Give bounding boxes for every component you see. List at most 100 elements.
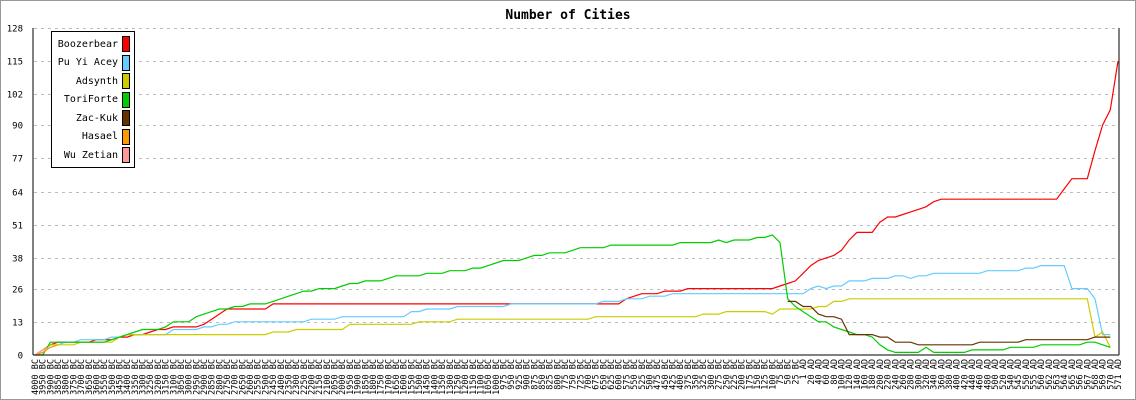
legend-swatch — [122, 110, 130, 127]
x-tick-label: 571 AD — [1114, 359, 1124, 390]
x-tick-label: 2150 BC — [315, 359, 325, 395]
x-tick-label: 2350 BC — [284, 359, 294, 395]
x-tick-label: 1900 BC — [354, 359, 364, 395]
x-tick-label: 375 BC — [684, 359, 694, 390]
y-tick-label: 77 — [12, 155, 23, 165]
x-tick-label: 1950 BC — [346, 359, 356, 395]
x-tick-label: 225 BC — [730, 359, 740, 390]
legend-label: Pu Yi Acey — [57, 57, 118, 69]
x-tick-label: 2200 BC — [308, 359, 318, 395]
x-tick-label: 325 BC — [699, 359, 709, 390]
x-tick-label: 160 AD — [861, 359, 871, 390]
x-tick-label: 250 BC — [722, 359, 732, 390]
x-tick-label: 545 AD — [1014, 359, 1024, 390]
series-line-pu-yi-acey — [34, 265, 1111, 356]
x-tick-label: 300 AD — [914, 359, 924, 390]
series-line-hasael — [34, 344, 59, 356]
x-tick-label: 200 AD — [876, 359, 886, 390]
chart-title: Number of Cities — [505, 8, 630, 23]
x-tick-label: 525 BC — [638, 359, 648, 390]
x-tick-label: 3750 BC — [69, 359, 79, 395]
y-tick-label: 0 — [18, 352, 23, 362]
x-tick-label: 850 BC — [538, 359, 548, 390]
x-tick-label: 875 BC — [530, 359, 540, 390]
x-tick-label: 575 BC — [622, 359, 632, 390]
x-tick-label: 2600 BC — [246, 359, 256, 395]
x-tick-label: 3300 BC — [139, 359, 149, 395]
x-tick-label: 560 AD — [1037, 359, 1047, 390]
y-axis-ticks: 0 13 26 38 51 64 77 90 102 115 128 — [7, 25, 23, 362]
legend-swatch — [122, 73, 130, 90]
x-tick-label: 2950 BC — [192, 359, 202, 395]
legend-swatch — [122, 91, 130, 108]
y-tick-label: 64 — [12, 189, 23, 199]
y-tick-label: 90 — [12, 122, 23, 132]
legend-swatch — [122, 128, 130, 145]
x-tick-label: 3850 BC — [54, 359, 64, 395]
x-tick-label: 725 BC — [576, 359, 586, 390]
x-tick-label: 567 AD — [1083, 359, 1093, 390]
series-lines — [34, 61, 1119, 356]
x-tick-label: 2700 BC — [231, 359, 241, 395]
y-tick-label: 13 — [12, 319, 23, 329]
x-tick-label: 3800 BC — [62, 359, 72, 395]
x-tick-label: 900 BC — [523, 359, 533, 390]
x-tick-label: 50 BC — [784, 359, 794, 385]
x-tick-label: 120 AD — [845, 359, 855, 390]
x-tick-label: 2400 BC — [277, 359, 287, 395]
x-tick-label: 1500 BC — [415, 359, 425, 395]
x-tick-label: 360 AD — [937, 359, 947, 390]
x-tick-label: 675 BC — [592, 359, 602, 390]
series-line-boozerbear — [34, 61, 1119, 356]
legend-item: Wu Zetian — [52, 146, 134, 165]
x-tick-label: 1 AD — [799, 359, 809, 379]
legend-item: ToriForte — [52, 91, 134, 110]
x-tick-label: 625 BC — [607, 359, 617, 390]
legend-swatch — [122, 147, 130, 164]
x-tick-label: 1750 BC — [377, 359, 387, 395]
y-tick-label: 102 — [7, 91, 23, 101]
x-tick-label: 555 AD — [1030, 359, 1040, 390]
legend-item: Zac-Kuk — [52, 109, 134, 128]
x-tick-label: 300 BC — [707, 359, 717, 390]
x-tick-label: 570 AD — [1106, 359, 1116, 390]
x-tick-label: 1450 BC — [423, 359, 433, 395]
x-tick-label: 975 BC — [500, 359, 510, 390]
legend-item: Adsynth — [52, 72, 134, 91]
x-tick-label: 2050 BC — [331, 359, 341, 395]
x-tick-label: 1800 BC — [369, 359, 379, 395]
x-tick-label: 3450 BC — [115, 359, 125, 395]
legend-label: Hasael — [81, 131, 118, 143]
x-tick-label: 100 AD — [837, 359, 847, 390]
x-tick-label: 564 AD — [1060, 359, 1070, 390]
x-tick-label: 1200 BC — [461, 359, 471, 395]
legend-item: Hasael — [52, 128, 134, 147]
series-line-wu-zetian — [34, 346, 51, 356]
x-tick-label: 240 AD — [891, 359, 901, 390]
x-tick-label: 350 BC — [692, 359, 702, 390]
y-tick-label: 128 — [7, 25, 23, 35]
x-tick-label: 3100 BC — [169, 359, 179, 395]
x-tick-label: 3350 BC — [131, 359, 141, 395]
x-tick-label: 566 AD — [1076, 359, 1086, 390]
x-tick-label: 1700 BC — [384, 359, 394, 395]
x-tick-label: 568 AD — [1091, 359, 1101, 390]
x-tick-label: 925 BC — [515, 359, 525, 390]
x-tick-label: 950 BC — [507, 359, 517, 390]
x-tick-label: 750 BC — [569, 359, 579, 390]
x-tick-label: 3000 BC — [185, 359, 195, 395]
x-tick-label: 2250 BC — [300, 359, 310, 395]
x-tick-label: 3400 BC — [123, 359, 133, 395]
x-tick-label: 700 BC — [584, 359, 594, 390]
x-tick-label: 2500 BC — [261, 359, 271, 395]
x-tick-label: 800 BC — [553, 359, 563, 390]
gridlines — [34, 28, 1118, 323]
x-tick-label: 260 AD — [899, 359, 909, 390]
x-tick-label: 3050 BC — [177, 359, 187, 395]
x-tick-label: 540 AD — [1006, 359, 1016, 390]
legend-label: Zac-Kuk — [75, 112, 118, 124]
x-tick-label: 3200 BC — [154, 359, 164, 395]
x-tick-label: 2750 BC — [223, 359, 233, 395]
x-tick-label: 569 AD — [1099, 359, 1109, 390]
